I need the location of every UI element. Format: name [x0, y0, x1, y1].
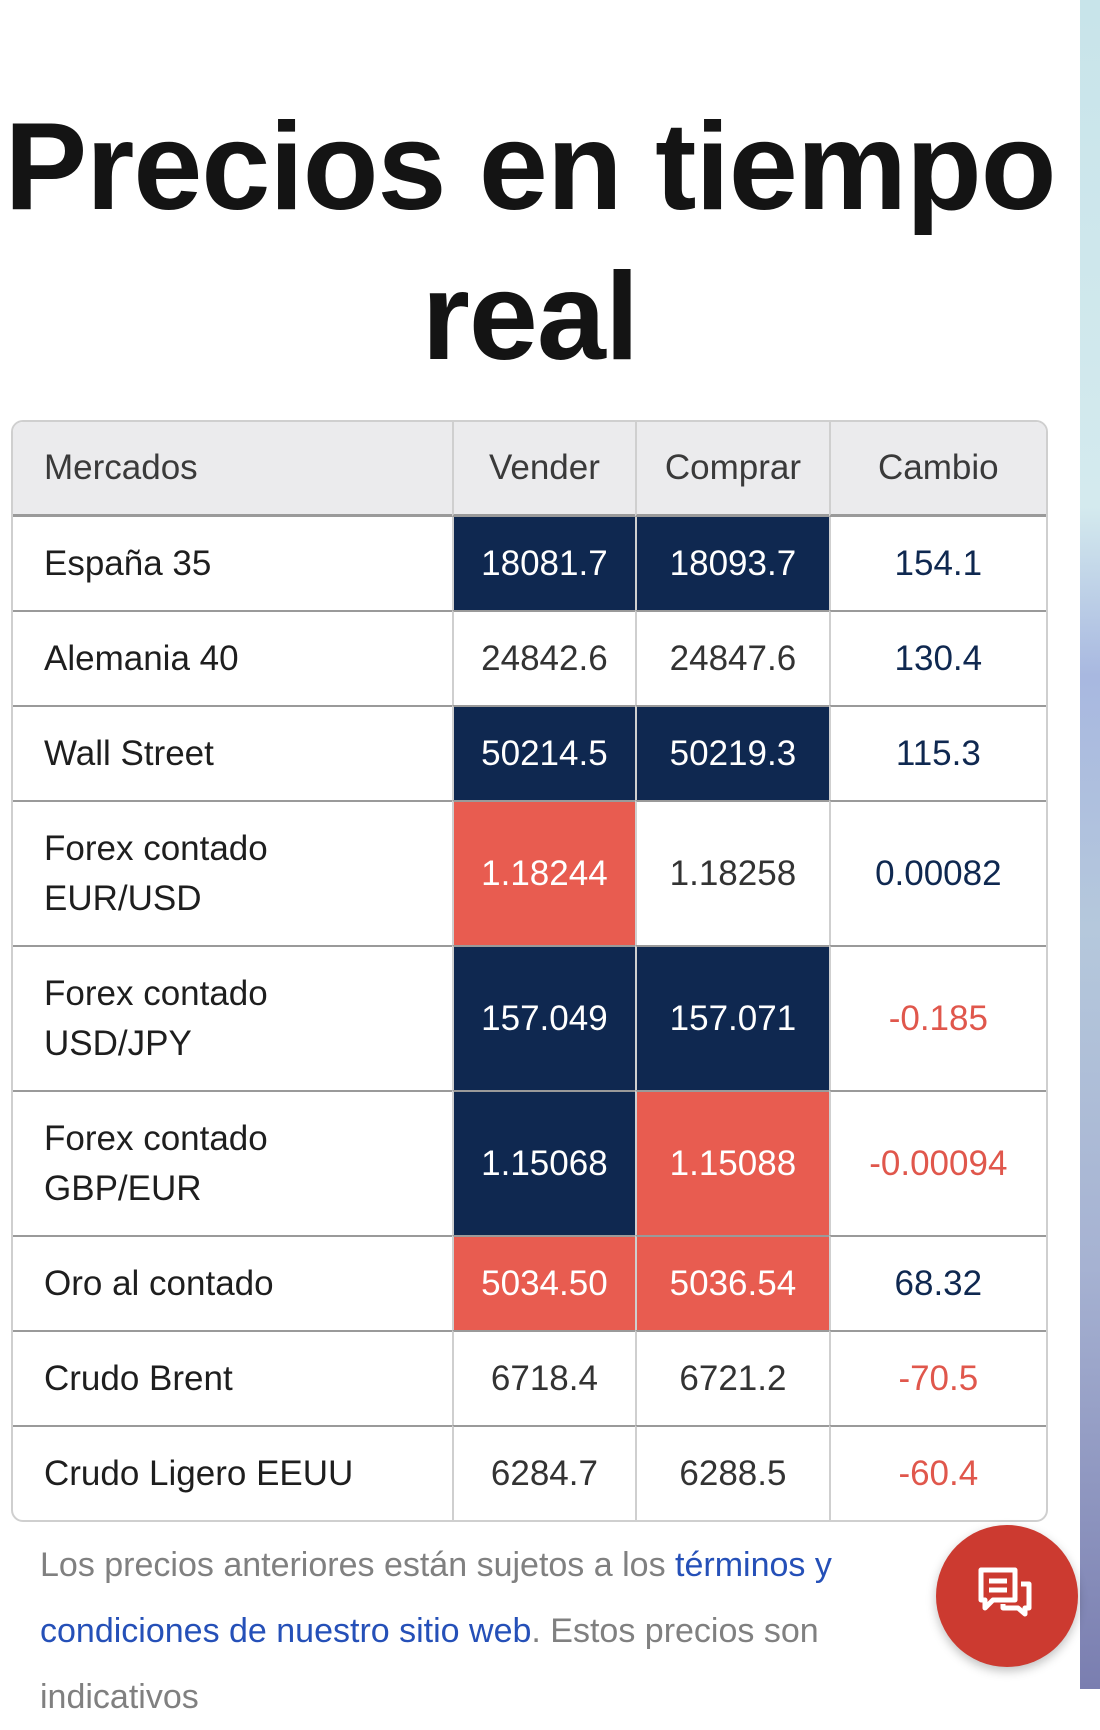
- market-name: Crudo Ligero EEUU: [13, 1425, 452, 1520]
- market-name: Wall Street: [13, 705, 452, 800]
- price-change: -70.5: [828, 1330, 1046, 1425]
- sell-price: 18081.7: [451, 517, 636, 610]
- page-title: Precios en tiempo real: [4, 98, 1056, 386]
- table-row[interactable]: Crudo Ligero EEUU 6284.7 6288.5 -60.4: [13, 1425, 1046, 1520]
- header-markets: Mercados: [13, 422, 452, 517]
- price-change: 68.32: [828, 1235, 1046, 1330]
- buy-price: 157.071: [635, 945, 829, 1090]
- market-name: Oro al contado: [13, 1235, 452, 1330]
- table-row[interactable]: Forex contado USD/JPY 157.049 157.071 -0.185: [13, 945, 1046, 1090]
- header-buy: Comprar: [635, 422, 829, 517]
- market-name: Crudo Brent: [13, 1330, 452, 1425]
- buy-price: 1.15088: [635, 1090, 829, 1235]
- market-name: Forex contado GBP/EUR: [13, 1090, 452, 1235]
- table-row[interactable]: Wall Street 50214.5 50219.3 115.3: [13, 705, 1046, 800]
- price-change: -0.00094: [828, 1090, 1046, 1235]
- buy-price: 18093.7: [635, 517, 829, 610]
- sell-price: 50214.5: [451, 705, 636, 800]
- market-name: Forex contado EUR/USD: [13, 800, 452, 945]
- buy-price: 5036.54: [635, 1235, 829, 1330]
- market-name: Forex contado USD/JPY: [13, 945, 452, 1090]
- buy-price: 24847.6: [635, 610, 829, 705]
- market-name: Alemania 40: [13, 610, 452, 705]
- table-row[interactable]: Forex contado GBP/EUR 1.15068 1.15088 -0.000…: [13, 1090, 1046, 1235]
- buy-price: 6721.2: [635, 1330, 829, 1425]
- buy-price: 6288.5: [635, 1425, 829, 1520]
- table-row[interactable]: Forex contado EUR/USD 1.18244 1.18258 0.0008…: [13, 800, 1046, 945]
- price-change: 0.00082: [828, 800, 1046, 945]
- sell-price: 6284.7: [451, 1425, 636, 1520]
- sell-price: 24842.6: [451, 610, 636, 705]
- sell-price: 6718.4: [451, 1330, 636, 1425]
- table-row[interactable]: Oro al contado 5034.50 5036.54 68.32: [13, 1235, 1046, 1330]
- table-header: Mercados Vender Comprar Cambio: [13, 422, 1046, 517]
- prices-table: Mercados Vender Comprar Cambio España 35…: [11, 420, 1048, 1522]
- chat-icon: [978, 1567, 1032, 1617]
- header-change: Cambio: [828, 422, 1046, 517]
- disclaimer-text: Los precios anteriores están sujetos a l…: [40, 1546, 676, 1584]
- header-sell: Vender: [451, 422, 636, 517]
- terms-link[interactable]: términos y condiciones de nuestro sitio …: [40, 1546, 832, 1650]
- buy-price: 50219.3: [635, 705, 829, 800]
- price-change: 154.1: [828, 517, 1046, 610]
- sell-price: 157.049: [451, 945, 636, 1090]
- sell-price: 5034.50: [451, 1235, 636, 1330]
- table-row[interactable]: España 35 18081.7 18093.7 154.1: [13, 517, 1046, 610]
- table-row[interactable]: Crudo Brent 6718.4 6721.2 -70.5: [13, 1330, 1046, 1425]
- sell-price: 1.15068: [451, 1090, 636, 1235]
- table-row[interactable]: Alemania 40 24842.6 24847.6 130.4: [13, 610, 1046, 705]
- price-change: 115.3: [828, 705, 1046, 800]
- buy-price: 1.18258: [635, 800, 829, 945]
- market-name: España 35: [44, 543, 212, 583]
- disclaimer: Los precios anteriores están sujetos a l…: [40, 1532, 900, 1730]
- chat-button[interactable]: [936, 1525, 1078, 1667]
- price-change: -0.185: [828, 945, 1046, 1090]
- price-change: -60.4: [828, 1425, 1046, 1520]
- price-change: 130.4: [828, 610, 1046, 705]
- side-strip: [1080, 0, 1100, 1689]
- sell-price: 1.18244: [451, 800, 636, 945]
